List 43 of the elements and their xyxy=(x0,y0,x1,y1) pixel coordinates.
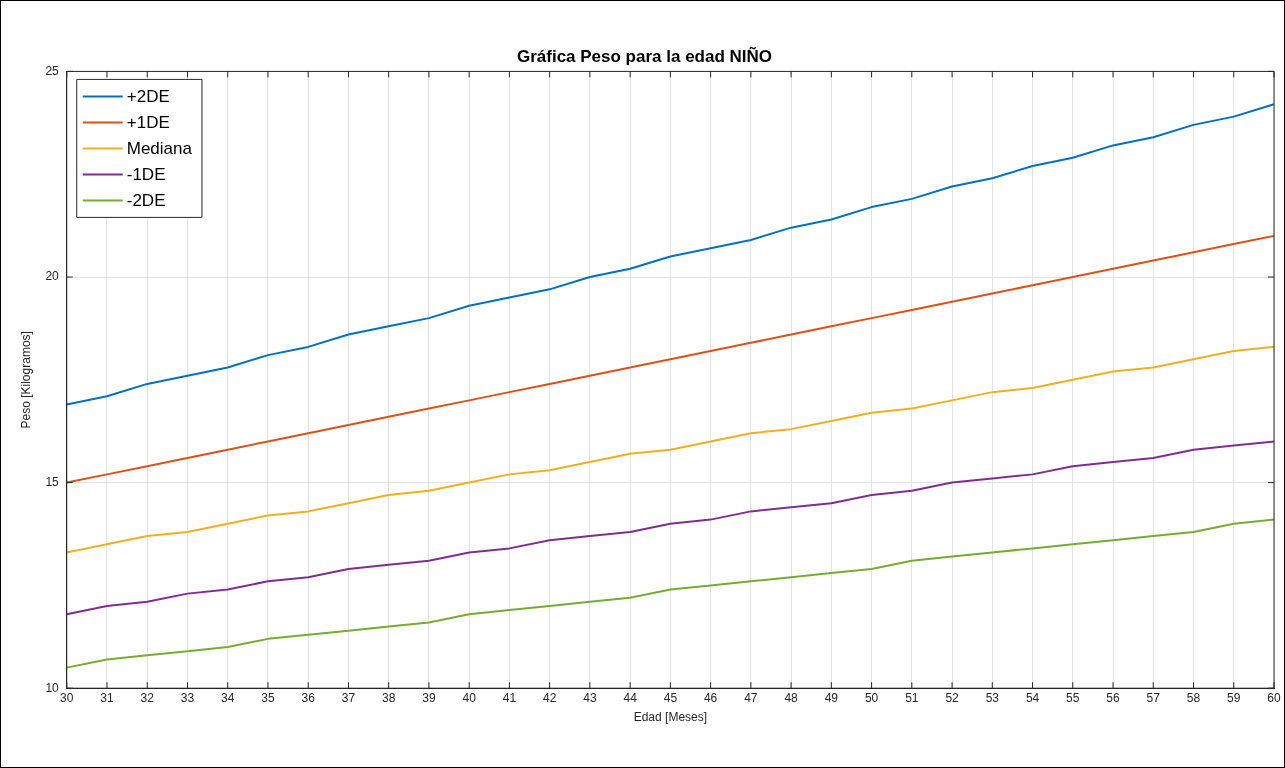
y-axis-title: Peso [Kilogramos] xyxy=(18,331,33,429)
x-tick-label: 54 xyxy=(1025,690,1040,705)
x-tick-label: 52 xyxy=(945,690,960,705)
legend-label: Mediana xyxy=(126,139,193,159)
x-tick-label: 43 xyxy=(583,690,597,705)
x-tick-label: 42 xyxy=(542,690,557,705)
x-tick-label: 44 xyxy=(623,690,638,705)
x-tick-label: 46 xyxy=(703,690,718,705)
x-tick-label: 56 xyxy=(1106,690,1121,705)
x-tick-label: 36 xyxy=(301,690,316,705)
x-tick-label: 35 xyxy=(261,690,275,705)
legend-label: -1DE xyxy=(126,165,166,185)
x-tick-label: 32 xyxy=(140,690,155,705)
x-tick-label: 47 xyxy=(744,690,758,705)
x-tick-label: 60 xyxy=(1267,690,1281,705)
y-tick-label: 25 xyxy=(45,63,60,78)
x-tick-label: 49 xyxy=(824,690,839,705)
x-tick-label: 45 xyxy=(663,690,678,705)
x-tick-label: 50 xyxy=(864,690,879,705)
x-tick-label: 40 xyxy=(462,690,477,705)
chart-title: Gráfica Peso para la edad NIÑO xyxy=(516,45,773,66)
y-tick-label: 10 xyxy=(45,680,60,695)
y-tick-label: 20 xyxy=(45,269,60,284)
y-tick-label: 15 xyxy=(45,474,60,489)
x-tick-label: 38 xyxy=(382,690,396,705)
legend-label: +1DE xyxy=(126,113,170,133)
x-tick-label: 33 xyxy=(180,690,195,705)
x-tick-label: 30 xyxy=(60,690,74,705)
x-tick-label: 31 xyxy=(100,690,114,705)
x-tick-label: 57 xyxy=(1146,690,1161,705)
legend-label: -2DE xyxy=(126,191,166,211)
x-tick-label: 58 xyxy=(1186,690,1201,705)
x-tick-label: 55 xyxy=(1066,690,1080,705)
x-tick-label: 37 xyxy=(341,690,356,705)
x-tick-label: 51 xyxy=(905,690,919,705)
x-tick-label: 34 xyxy=(221,690,235,705)
x-tick-label: 39 xyxy=(422,690,436,705)
x-tick-label: 41 xyxy=(502,690,517,705)
x-axis-title: Edad [Meses] xyxy=(633,710,708,725)
x-tick-label: 53 xyxy=(985,690,1000,705)
legend-label: +2DE xyxy=(126,87,170,107)
x-tick-label: 59 xyxy=(1227,690,1241,705)
x-tick-label: 48 xyxy=(784,690,799,705)
